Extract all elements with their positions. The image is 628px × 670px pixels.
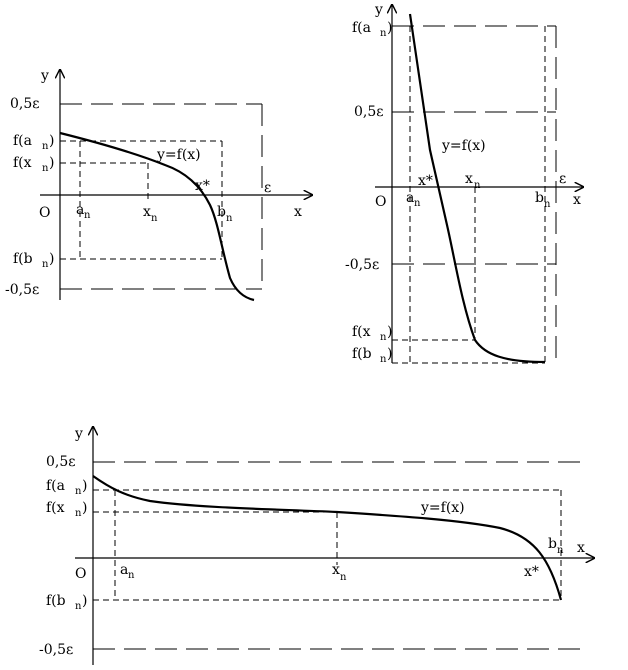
svg-text:n: n	[128, 570, 135, 581]
svg-text:): )	[387, 346, 392, 362]
svg-text:n: n	[151, 213, 158, 224]
curve-label: y=f(x)	[156, 147, 201, 163]
f-xn-label: f(x n )	[46, 500, 87, 519]
level-neg-label: -0,5ε	[5, 282, 39, 298]
f-bn-label: f(b n )	[46, 593, 87, 612]
an-label: a n	[406, 190, 421, 209]
svg-text:f(a: f(a	[352, 20, 371, 36]
svg-text:n: n	[414, 198, 421, 209]
svg-text:): )	[387, 20, 392, 36]
svg-text:): )	[82, 500, 87, 516]
origin-label: O	[75, 566, 86, 582]
xn-label: x n	[143, 204, 158, 224]
x-axis-label: x	[294, 204, 302, 220]
svg-text:n: n	[380, 354, 387, 365]
svg-text:n: n	[75, 601, 82, 612]
svg-text:f(b: f(b	[46, 593, 66, 609]
svg-text:): )	[49, 251, 54, 267]
svg-text:f(a: f(a	[46, 478, 65, 494]
diagram-1: y x O 0,5ε -0,5ε ε f(a n ) f(x n ) f(b n…	[5, 68, 312, 302]
svg-text:n: n	[42, 141, 49, 152]
svg-text:n: n	[42, 163, 49, 174]
y-axis-label: y	[374, 2, 383, 18]
svg-text:): )	[49, 155, 54, 171]
x-axis-label: x	[577, 540, 585, 556]
svg-text:b: b	[217, 204, 226, 220]
curve-label: y=f(x)	[420, 500, 465, 516]
svg-text:n: n	[226, 213, 233, 224]
level-pos-label: 0,5ε	[10, 96, 40, 112]
origin-label: O	[39, 205, 50, 221]
xstar-label: x*	[524, 564, 539, 580]
svg-text:f(b: f(b	[352, 346, 372, 362]
svg-text:f(x: f(x	[13, 155, 32, 171]
svg-text:x: x	[143, 204, 151, 220]
function-curve	[59, 131, 255, 302]
svg-text:f(b: f(b	[13, 251, 33, 267]
f-an-label: f(a n )	[352, 20, 392, 39]
svg-text:n: n	[340, 572, 347, 583]
bn-label: b n	[217, 204, 233, 224]
function-curve	[408, 13, 546, 364]
svg-text:n: n	[84, 210, 91, 221]
epsilon-label: ε	[264, 180, 271, 196]
f-xn-label: f(x n )	[352, 324, 392, 343]
diagram-3: y x O 0,5ε -0,5ε f(a n ) f(x n ) f(b n )…	[39, 426, 594, 665]
bn-label: b n	[548, 536, 564, 556]
svg-text:b: b	[535, 190, 544, 206]
an-label: a n	[76, 202, 91, 221]
epsilon-label: ε	[559, 171, 566, 187]
function-curve	[92, 475, 563, 601]
svg-text:f(x: f(x	[352, 324, 371, 340]
level-neg-label: -0,5ε	[345, 257, 379, 273]
svg-text:b: b	[548, 536, 557, 552]
xn-label: x n	[332, 562, 347, 583]
svg-text:x: x	[332, 562, 340, 578]
svg-text:): )	[82, 593, 87, 609]
svg-text:n: n	[75, 486, 82, 497]
level-pos-label: 0,5ε	[46, 454, 76, 470]
x-axis-label: x	[573, 192, 581, 208]
level-neg-label: -0,5ε	[39, 642, 73, 658]
diagram-2: y x O 0,5ε -0,5ε ε f(a n ) f(x n ) f(b n…	[345, 2, 583, 365]
svg-text:): )	[387, 324, 392, 340]
svg-text:n: n	[42, 259, 49, 270]
curve-label: y=f(x)	[441, 138, 486, 154]
svg-text:a: a	[76, 202, 84, 218]
svg-text:n: n	[474, 180, 481, 191]
xstar-label: x*	[195, 178, 210, 194]
xn-label: x n	[465, 171, 481, 191]
bn-label: b n	[535, 190, 551, 210]
level-pos-label: 0,5ε	[354, 104, 384, 120]
svg-text:a: a	[120, 562, 128, 578]
svg-text:): )	[82, 478, 87, 494]
svg-text:f(a: f(a	[13, 133, 32, 149]
f-an-label: f(a n )	[13, 133, 54, 152]
f-bn-label: f(b n )	[13, 251, 54, 270]
svg-text:a: a	[406, 190, 414, 206]
y-axis-label: y	[74, 426, 83, 442]
an-label: a n	[120, 562, 135, 581]
svg-text:f(x: f(x	[46, 500, 65, 516]
f-bn-label: f(b n )	[352, 346, 392, 365]
f-an-label: f(a n )	[46, 478, 87, 497]
svg-text:): )	[49, 133, 54, 149]
svg-text:n: n	[557, 545, 564, 556]
svg-text:x: x	[465, 171, 473, 187]
svg-text:n: n	[380, 28, 387, 39]
svg-text:n: n	[544, 199, 551, 210]
svg-text:n: n	[380, 332, 387, 343]
svg-text:n: n	[75, 508, 82, 519]
f-xn-label: f(x n )	[13, 155, 54, 174]
y-axis-label: y	[40, 68, 49, 84]
xstar-label: x*	[418, 173, 433, 189]
origin-label: O	[375, 194, 386, 210]
